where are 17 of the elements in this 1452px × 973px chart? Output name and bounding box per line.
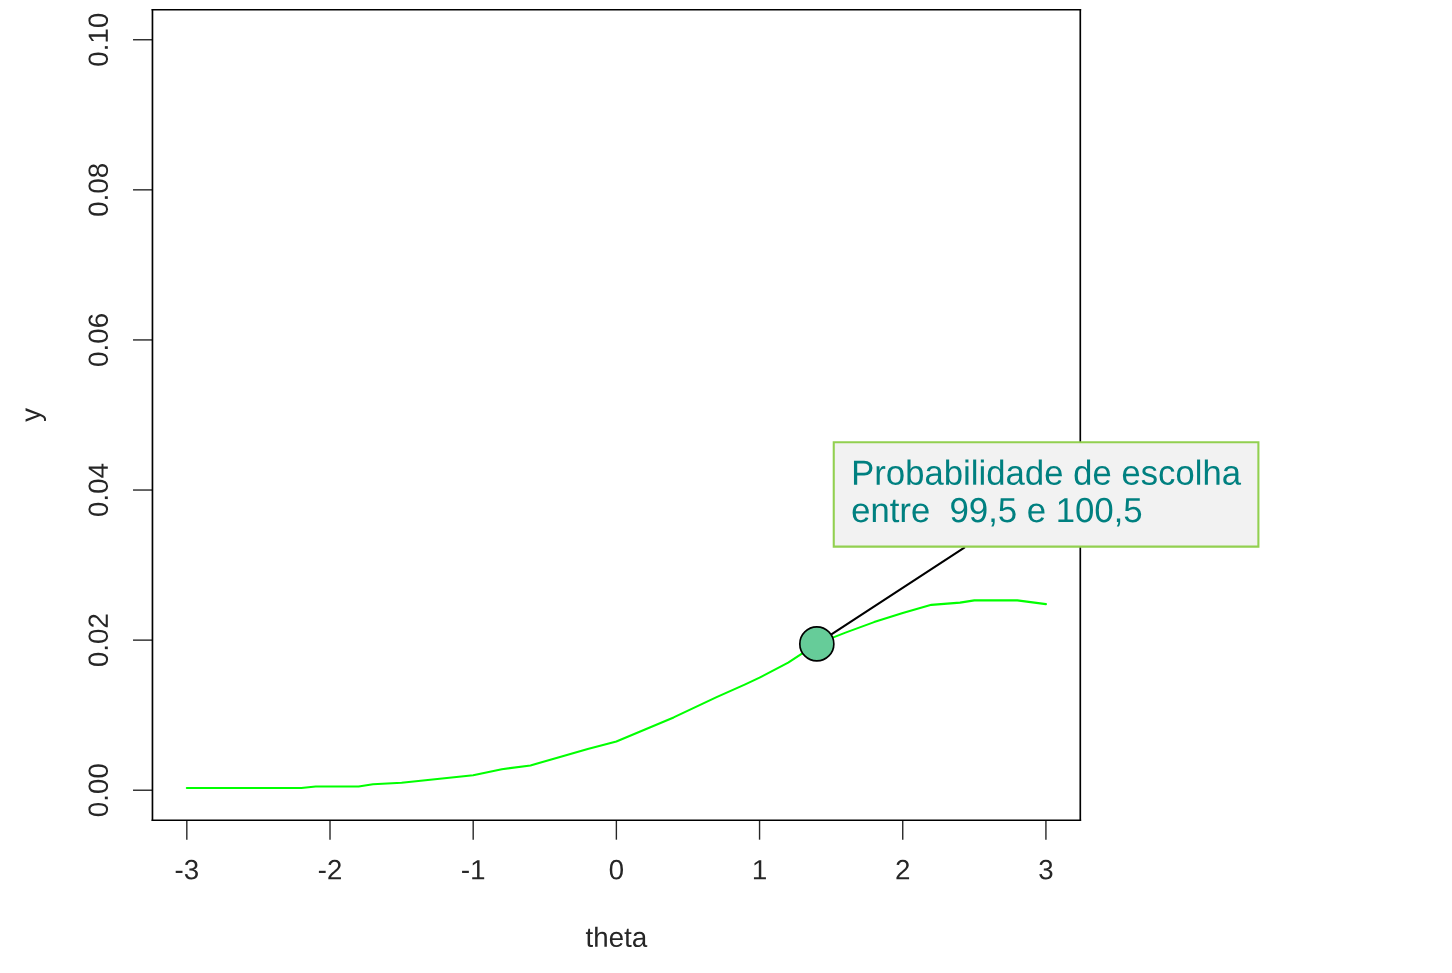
x-tick-label: -3 — [175, 859, 198, 880]
x-axis-title: theta — [585, 926, 648, 948]
x-tick-label: 0 — [609, 859, 624, 880]
x-tick-label: 1 — [753, 860, 766, 880]
y-axis-title: y — [25, 408, 47, 422]
y-tick-label: 0.06 — [88, 314, 109, 366]
x-tick-label: 2 — [896, 859, 910, 880]
x-tick-label: 3 — [1039, 859, 1053, 880]
y-tick-label: 0.04 — [88, 463, 109, 516]
annotation: Probabilidade de escolha entre 99,5 e 100,5 — [852, 459, 1242, 527]
y-tick-label: 0.02 — [88, 614, 109, 667]
line-series — [185, 599, 1047, 790]
x-tick-label: -1 — [462, 860, 485, 880]
x-tick-label: -2 — [318, 859, 341, 880]
y-tick-label: 0.00 — [88, 764, 109, 817]
y-tick-label: 0.08 — [88, 164, 109, 216]
y-tick-label: 0.10 — [88, 13, 109, 66]
